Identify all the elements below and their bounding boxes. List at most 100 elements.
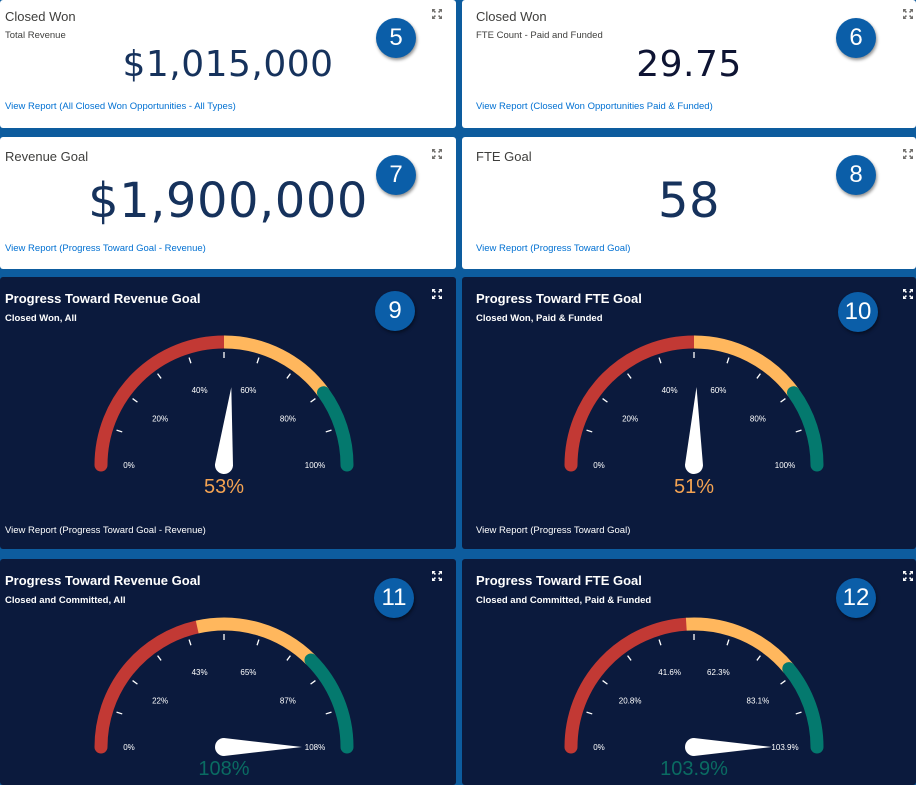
gauge-tick-label: 22% xyxy=(152,697,168,706)
gauge-tick xyxy=(756,655,761,661)
gauge-tick xyxy=(780,398,786,403)
gauge-tick xyxy=(256,357,260,364)
gauge-tick xyxy=(310,680,316,685)
gauge-tick xyxy=(795,711,802,715)
gauge-tick-label: 87% xyxy=(280,697,296,706)
metric-value: 29.75 xyxy=(636,44,742,85)
annotation-badge: 8 xyxy=(836,155,876,195)
gauge-tick xyxy=(188,357,192,364)
gauge-value: 108% xyxy=(198,758,249,780)
gauge-tick-label: 40% xyxy=(662,386,678,395)
gauge-tick xyxy=(286,373,291,379)
metric-card-revenue-goal: Revenue Goal $1,900,000 View Report (Pro… xyxy=(0,137,456,269)
view-report-link[interactable]: View Report (Closed Won Opportunities Pa… xyxy=(476,101,713,112)
card-title: Closed Won xyxy=(5,9,76,24)
gauge-tick-label: 20.8% xyxy=(619,697,642,706)
gauge-tick-label: 20% xyxy=(152,415,168,424)
gauge-tick xyxy=(756,373,761,379)
gauge-tick xyxy=(726,639,730,646)
card-title: Revenue Goal xyxy=(5,149,89,164)
expand-icon[interactable] xyxy=(432,149,442,159)
gauge-tick xyxy=(286,655,291,661)
view-report-link[interactable]: View Report (Progress Toward Goal) xyxy=(476,525,631,536)
gauge-segment xyxy=(782,662,824,754)
gauge-tick xyxy=(132,398,138,403)
gauge-tick-label: 80% xyxy=(280,415,296,424)
gauge-tick-label: 41.6% xyxy=(658,668,681,677)
annotation-badge: 7 xyxy=(376,155,416,195)
gauge-tick xyxy=(157,655,162,661)
gauge-tick-label: 62.3% xyxy=(707,668,730,677)
gauge-subtitle: Closed Won, Paid & Funded xyxy=(476,313,603,324)
gauge-tick xyxy=(658,639,662,646)
gauge-tick-label: 108% xyxy=(305,743,325,752)
gauge-title: Progress Toward Revenue Goal xyxy=(5,573,201,588)
gauge-tick xyxy=(726,357,730,364)
gauge-needle xyxy=(685,738,772,756)
annotation-badge: 6 xyxy=(836,18,876,58)
gauge-segment xyxy=(223,335,329,397)
gauge-title: Progress Toward FTE Goal xyxy=(476,291,642,306)
gauge-tick-label: 65% xyxy=(240,668,256,677)
gauge-needle xyxy=(215,738,302,756)
gauge-segment xyxy=(564,335,701,472)
gauge-tick xyxy=(586,711,593,715)
gauge-segment xyxy=(317,386,354,472)
gauge-segment xyxy=(685,617,794,673)
gauge-segment xyxy=(564,617,693,754)
annotation-badge: 12 xyxy=(836,578,876,618)
gauge-card-fte-closed-won: 0% 20% 40% 60% 80% 100% 51% Progress Toward FT… xyxy=(462,277,916,549)
gauge-tick xyxy=(157,373,162,379)
gauge-tick xyxy=(627,373,632,379)
metric-card-closed-won-revenue: Closed Won Total Revenue $1,015,000 View… xyxy=(0,0,456,128)
gauge-tick xyxy=(256,639,260,646)
gauge-tick-label: 0% xyxy=(593,461,605,470)
gauge-value: 51% xyxy=(674,476,714,498)
view-report-link[interactable]: View Report (Progress Toward Goal - Reve… xyxy=(5,243,206,254)
gauge-tick xyxy=(795,429,802,433)
gauge-value: 103.9% xyxy=(660,758,728,780)
gauge-tick xyxy=(116,429,123,433)
gauge-title: Progress Toward FTE Goal xyxy=(476,573,642,588)
gauge-card-revenue-closed-won: 0% 20% 40% 60% 80% 100% 53% Progress Toward Re… xyxy=(0,277,456,549)
gauge-tick xyxy=(658,357,662,364)
gauge-tick xyxy=(602,680,608,685)
expand-icon[interactable] xyxy=(903,149,913,159)
gauge-tick-label: 40% xyxy=(192,386,208,395)
expand-icon[interactable] xyxy=(903,289,913,299)
gauge-title: Progress Toward Revenue Goal xyxy=(5,291,201,306)
expand-icon[interactable] xyxy=(432,571,442,581)
gauge-needle xyxy=(684,387,703,475)
view-report-link[interactable]: View Report (Progress Toward Goal) xyxy=(476,243,631,254)
card-title: Closed Won xyxy=(476,9,547,24)
gauge-tick-label: 0% xyxy=(123,743,135,752)
gauge-tick-label: 103.9% xyxy=(771,743,798,752)
expand-icon[interactable] xyxy=(903,571,913,581)
gauge-card-fte-committed: 0% 20.8% 41.6% 62.3% 83.1% 103.9% 103.9% Progr… xyxy=(462,559,916,785)
expand-icon[interactable] xyxy=(432,9,442,19)
annotation-badge: 10 xyxy=(838,292,878,332)
card-subtitle: FTE Count - Paid and Funded xyxy=(476,30,603,41)
gauge-subtitle: Closed and Committed, Paid & Funded xyxy=(476,595,652,606)
gauge-tick-label: 43% xyxy=(192,668,208,677)
view-report-link[interactable]: View Report (Progress Toward Goal - Reve… xyxy=(5,525,206,536)
gauge-tick-label: 60% xyxy=(240,386,256,395)
annotation-badge: 11 xyxy=(374,578,414,618)
gauge-segment xyxy=(195,617,316,665)
gauge-tick-label: 20% xyxy=(622,415,638,424)
metric-card-fte-goal: FTE Goal 58 View Report (Progress Toward… xyxy=(462,137,916,269)
gauge-segment xyxy=(304,653,354,754)
gauge-tick xyxy=(627,655,632,661)
gauge-tick xyxy=(325,711,332,715)
expand-icon[interactable] xyxy=(903,9,913,19)
annotation-badge: 5 xyxy=(376,18,416,58)
gauge-value: 53% xyxy=(204,476,244,498)
gauge-tick-label: 100% xyxy=(775,461,795,470)
view-report-link[interactable]: View Report (All Closed Won Opportunitie… xyxy=(5,101,236,112)
expand-icon[interactable] xyxy=(432,289,442,299)
gauge-chart: 0% 20.8% 41.6% 62.3% 83.1% 103.9% 103.9% xyxy=(564,617,824,780)
gauge-tick xyxy=(116,711,123,715)
gauge-tick xyxy=(586,429,593,433)
gauge-subtitle: Closed and Committed, All xyxy=(5,595,126,606)
gauge-chart: 0% 20% 40% 60% 80% 100% 53% xyxy=(94,335,354,498)
